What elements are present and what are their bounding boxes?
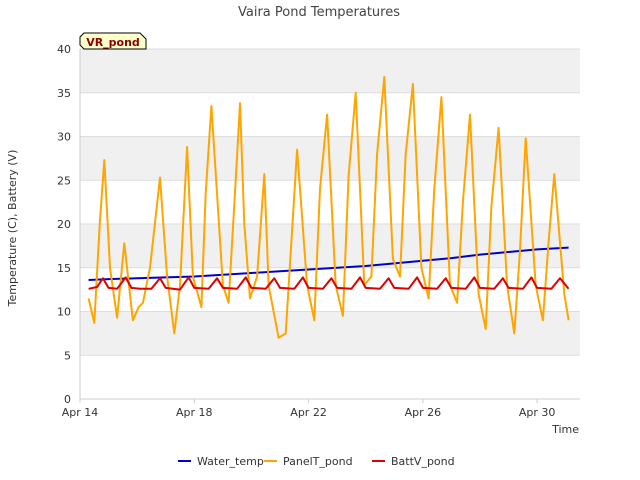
- x-tick-label: Apr 18: [176, 406, 213, 419]
- background-band: [80, 355, 580, 399]
- legend-label: Water_temp: [197, 455, 264, 468]
- y-tick-label: 15: [57, 262, 71, 275]
- y-axis-label: Temperature (C), Battery (V): [6, 150, 19, 308]
- background-band: [80, 311, 580, 356]
- y-tick-label: 35: [57, 87, 71, 100]
- series-line-battv-pond: [88, 276, 570, 291]
- y-tick-labels: 0 5 10 15 20 25 30 35 40: [57, 43, 71, 406]
- legend-label: PanelT_pond: [283, 455, 353, 468]
- series-layer: [87, 76, 570, 339]
- x-tick-labels: Apr 14 Apr 18 Apr 22 Apr 26 Apr 30: [62, 399, 556, 419]
- y-tick-label: 0: [64, 393, 71, 406]
- x-tick-label: Apr 30: [519, 406, 556, 419]
- y-tick-label: 10: [57, 306, 71, 319]
- station-tag: VR_pond: [79, 32, 147, 50]
- x-axis-label: Time: [551, 423, 579, 436]
- y-tick-label: 5: [64, 349, 71, 362]
- x-tick-label: Apr 14: [62, 406, 99, 419]
- background-band: [80, 49, 580, 93]
- y-tick-label: 40: [57, 43, 71, 56]
- chart-title: Vaira Pond Temperatures: [238, 5, 400, 20]
- y-tick-label: 20: [57, 218, 71, 231]
- y-tick-label: 30: [57, 131, 71, 144]
- station-tag-box: [79, 32, 147, 50]
- background-band: [80, 267, 580, 312]
- legend: Water_temp PanelT_pond BattV_pond: [178, 455, 455, 468]
- x-tick-label: Apr 22: [290, 406, 327, 419]
- axis-frame: [79, 49, 580, 400]
- y-tick-label: 25: [57, 174, 71, 187]
- background-band: [80, 92, 580, 137]
- legend-label: BattV_pond: [391, 455, 455, 468]
- x-tick-label: Apr 26: [405, 406, 442, 419]
- station-tag-label: VR_pond: [86, 36, 140, 49]
- series-line-water-temp: [88, 246, 569, 281]
